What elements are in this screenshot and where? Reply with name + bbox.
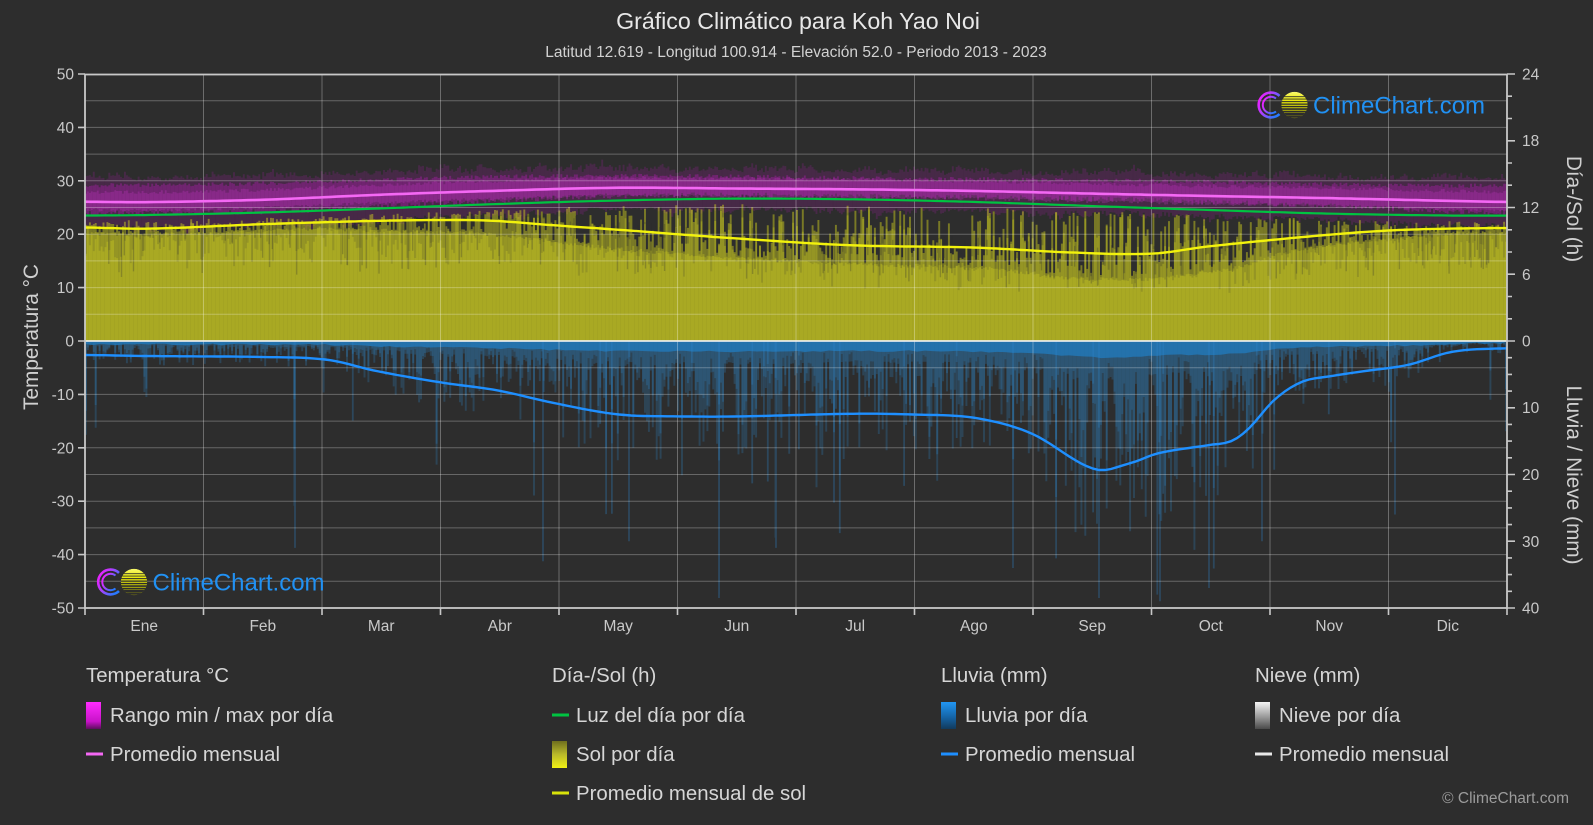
svg-text:40: 40 [57, 120, 75, 137]
svg-text:Día-/Sol (h): Día-/Sol (h) [1562, 156, 1585, 262]
svg-text:Ene: Ene [130, 618, 158, 635]
svg-text:-40: -40 [52, 547, 75, 564]
svg-text:-10: -10 [52, 387, 75, 404]
svg-text:Nieve (mm): Nieve (mm) [1255, 665, 1360, 687]
svg-text:Abr: Abr [488, 618, 512, 635]
svg-text:Nieve por día: Nieve por día [1279, 705, 1401, 727]
svg-text:Jul: Jul [845, 618, 865, 635]
svg-text:Latitud 12.619 - Longitud 100.: Latitud 12.619 - Longitud 100.914 - Elev… [545, 44, 1047, 61]
svg-text:Feb: Feb [249, 618, 276, 635]
svg-text:Temperatura °C: Temperatura °C [20, 264, 43, 410]
svg-text:Rango min / max por día: Rango min / max por día [110, 705, 334, 727]
svg-text:© ClimeChart.com: © ClimeChart.com [1442, 790, 1569, 807]
svg-text:-20: -20 [52, 440, 75, 457]
svg-text:-30: -30 [52, 494, 75, 511]
svg-text:40: 40 [1522, 601, 1540, 618]
svg-text:Sol por día: Sol por día [576, 744, 675, 766]
svg-text:30: 30 [57, 173, 75, 190]
svg-text:Dic: Dic [1437, 618, 1460, 635]
svg-text:6: 6 [1522, 267, 1531, 284]
svg-text:Ago: Ago [960, 618, 988, 635]
svg-text:Sep: Sep [1078, 618, 1106, 635]
svg-text:0: 0 [1522, 334, 1531, 351]
svg-text:Gráfico Climático para Koh Yao: Gráfico Climático para Koh Yao Noi [616, 8, 980, 34]
svg-text:Día-/Sol (h): Día-/Sol (h) [552, 665, 656, 687]
svg-text:0: 0 [65, 334, 74, 351]
svg-text:12: 12 [1522, 200, 1539, 217]
svg-text:Temperatura °C: Temperatura °C [86, 665, 229, 687]
svg-text:Mar: Mar [368, 618, 395, 635]
svg-text:Promedio mensual: Promedio mensual [965, 744, 1135, 766]
svg-text:50: 50 [57, 67, 75, 84]
svg-text:30: 30 [1522, 534, 1540, 551]
svg-text:20: 20 [57, 227, 75, 244]
svg-text:10: 10 [1522, 400, 1540, 417]
svg-text:10: 10 [57, 280, 75, 297]
svg-text:24: 24 [1522, 67, 1540, 84]
svg-text:Promedio mensual: Promedio mensual [110, 744, 280, 766]
svg-text:Oct: Oct [1199, 618, 1224, 635]
svg-text:Lluvia por día: Lluvia por día [965, 705, 1088, 727]
svg-text:Promedio mensual de sol: Promedio mensual de sol [576, 783, 806, 805]
svg-text:Lluvia / Nieve (mm): Lluvia / Nieve (mm) [1562, 385, 1585, 564]
svg-text:Jun: Jun [724, 618, 749, 635]
svg-text:Luz del día por día: Luz del día por día [576, 705, 746, 727]
svg-text:Promedio mensual: Promedio mensual [1279, 744, 1449, 766]
svg-text:-50: -50 [52, 601, 75, 618]
svg-text:Lluvia (mm): Lluvia (mm) [941, 665, 1048, 687]
svg-text:18: 18 [1522, 133, 1539, 150]
svg-text:Nov: Nov [1315, 618, 1343, 635]
svg-text:May: May [604, 618, 634, 635]
svg-text:20: 20 [1522, 467, 1540, 484]
